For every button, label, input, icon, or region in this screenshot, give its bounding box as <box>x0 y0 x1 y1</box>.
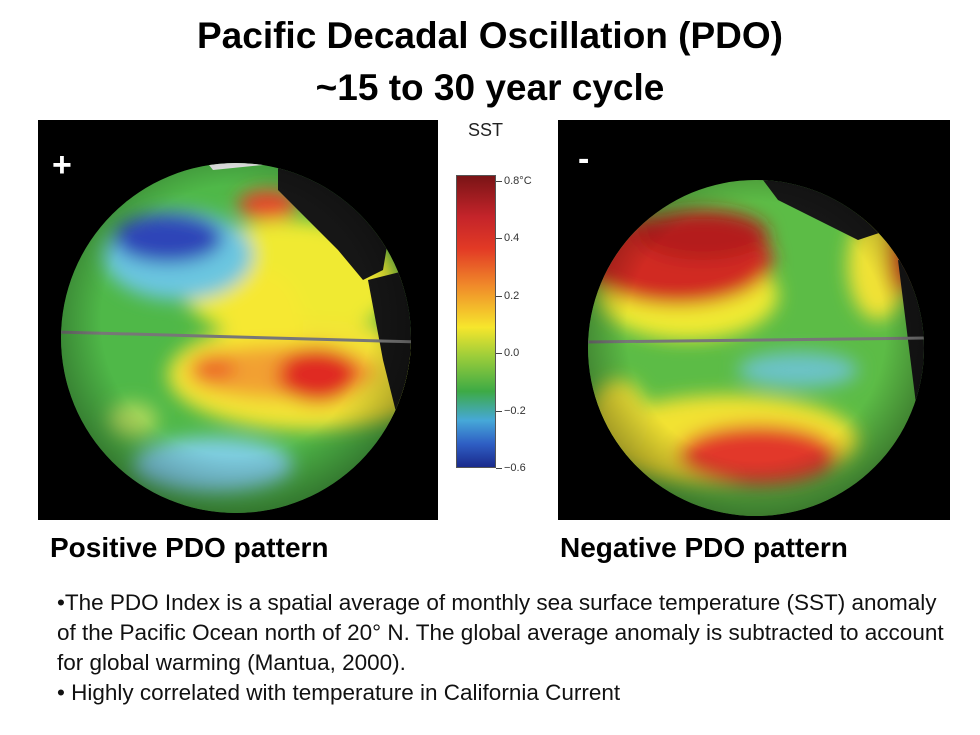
page-title: Pacific Decadal Oscillation (PDO) <box>196 15 784 56</box>
colorbar-tick <box>496 181 502 182</box>
negative-sign: - <box>578 140 590 178</box>
negative-pdo-map: - <box>558 120 950 520</box>
negative-pdo-caption: Negative PDO pattern <box>560 532 848 563</box>
negative-pdo-globe <box>588 180 924 516</box>
colorbar-tick-label: −0.2 <box>504 405 526 417</box>
colorbar-tick-label: 0.8°C <box>504 175 532 187</box>
colorbar-tick-label: 0.4 <box>504 232 520 244</box>
colorbar-tick <box>496 296 502 297</box>
bullet-list: •The PDO Index is a spatial average of m… <box>57 588 957 708</box>
positive-pdo-caption: Positive PDO pattern <box>50 532 329 563</box>
colorbar-tick-label: −0.6 <box>504 462 526 474</box>
bullet-item: • Highly correlated with temperature in … <box>57 680 621 705</box>
page-subtitle: ~15 to 30 year cycle <box>315 67 665 108</box>
colorbar-title: SST <box>468 120 504 140</box>
colorbar-tick <box>496 468 502 469</box>
colorbar-tick-label: 0.0 <box>504 347 520 359</box>
positive-pdo-globe <box>61 163 411 513</box>
colorbar-tick <box>496 411 502 412</box>
colorbar-tick-label: 0.2 <box>504 290 520 302</box>
bullet-item: •The PDO Index is a spatial average of m… <box>57 590 944 675</box>
colorbar-tick <box>496 238 502 239</box>
colorbar-tick <box>496 353 502 354</box>
positive-sign: + <box>52 146 72 184</box>
sst-colorbar <box>456 175 496 468</box>
positive-pdo-map: + <box>38 120 438 520</box>
